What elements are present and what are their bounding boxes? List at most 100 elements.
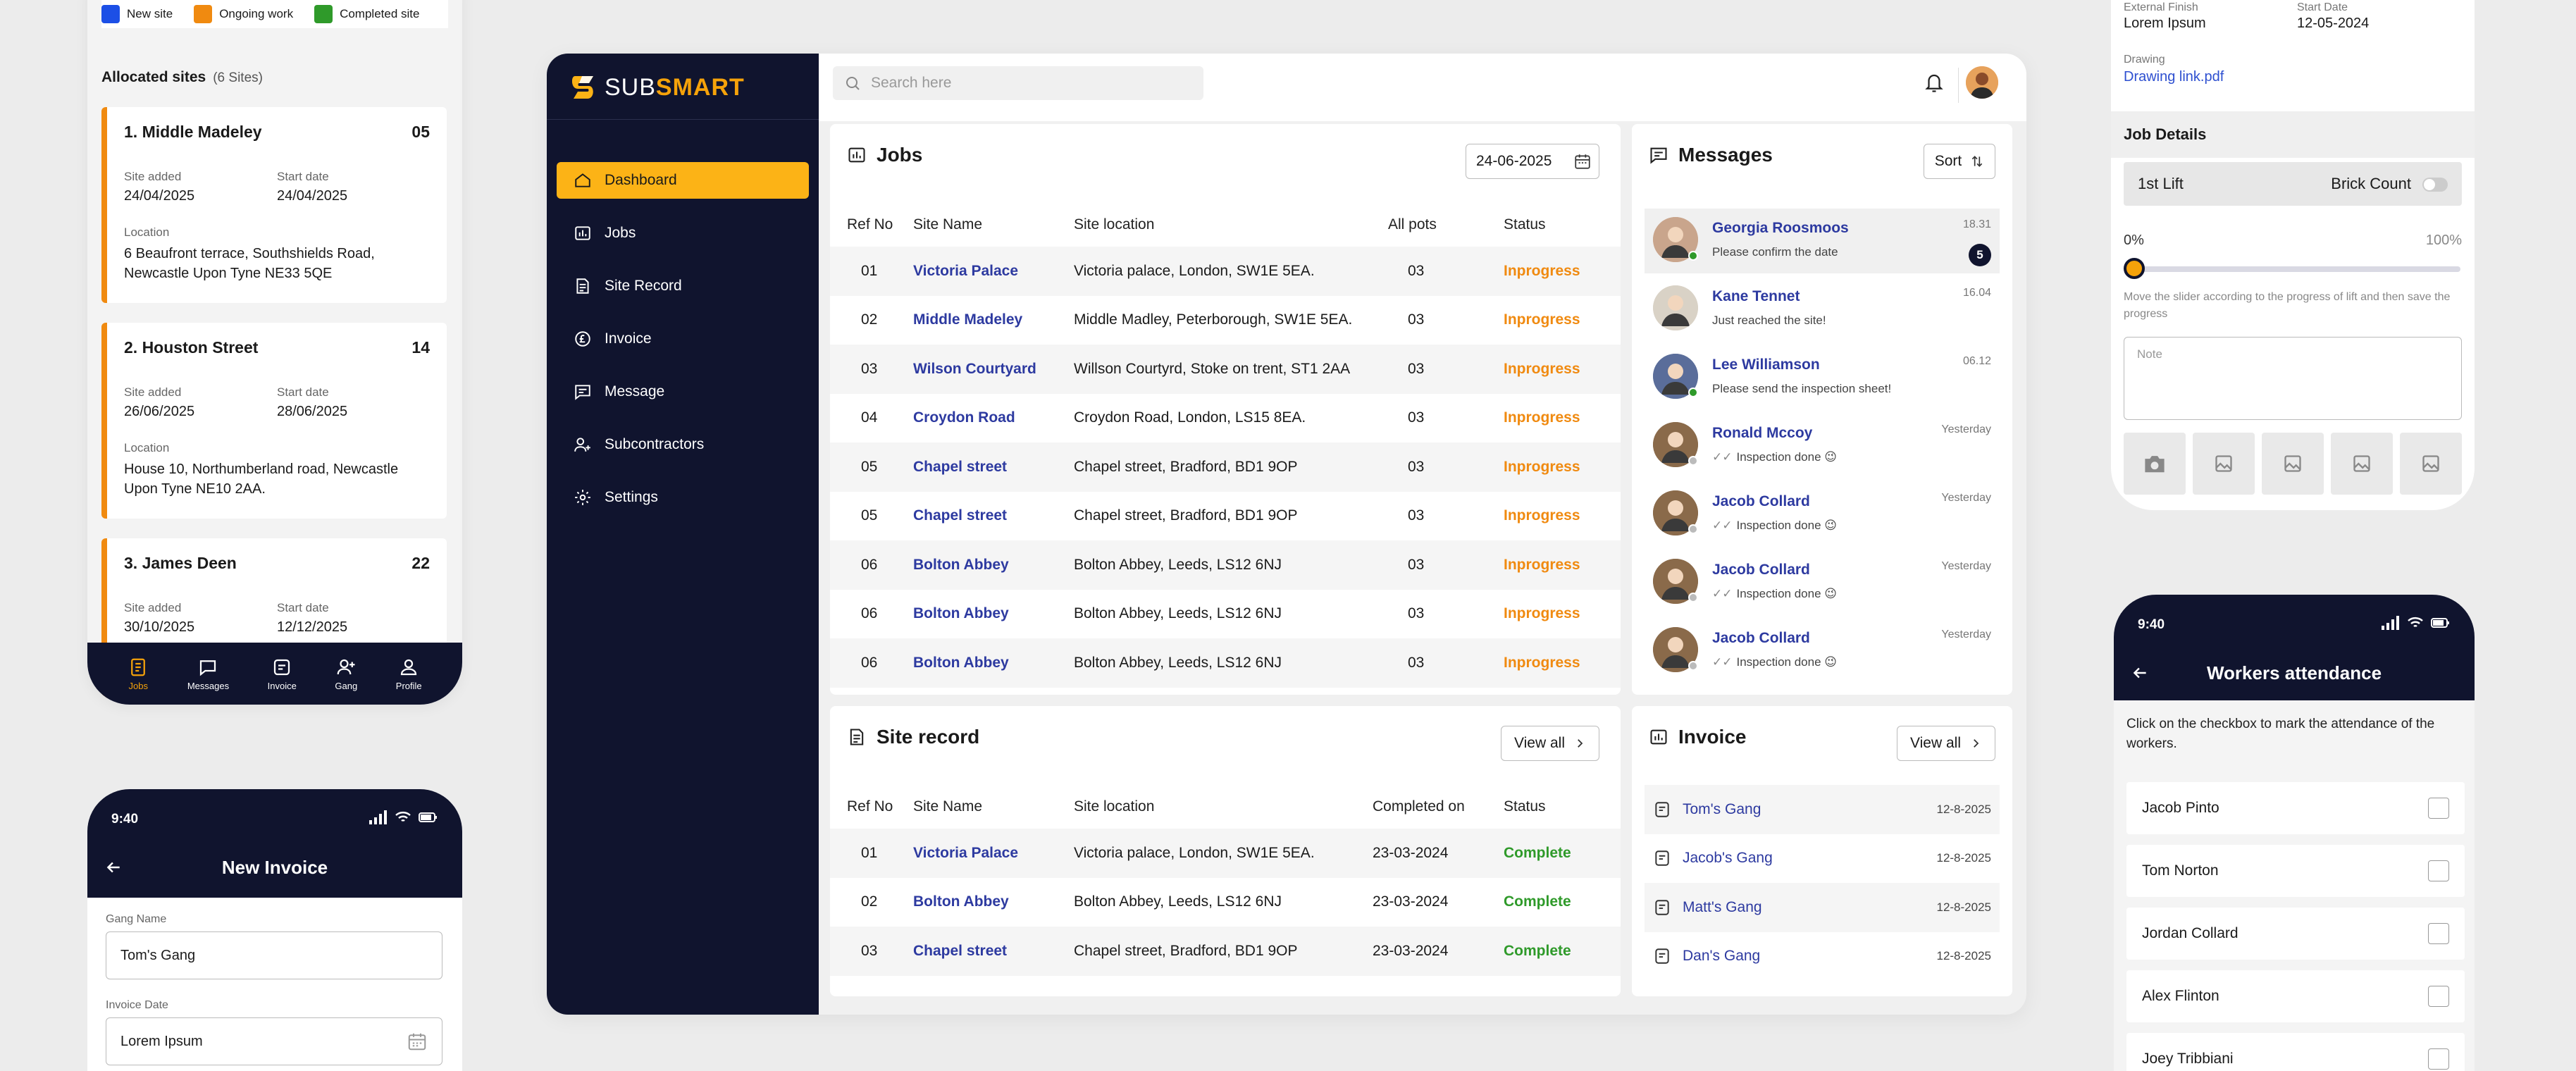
- table-row[interactable]: 02 Bolton Abbey Bolton Abbey, Leeds, LS12 …: [830, 878, 1621, 927]
- drawing-link[interactable]: Drawing link.pdf: [2124, 69, 2224, 85]
- back-button[interactable]: [2131, 664, 2149, 686]
- table-row[interactable]: 01 Victoria Palace Victoria palace, London…: [830, 247, 1621, 296]
- sidebar-item-invoice[interactable]: Invoice: [557, 321, 809, 357]
- attendance-checkbox[interactable]: [2428, 986, 2449, 1007]
- calendar-icon: [1575, 154, 1590, 169]
- attendance-checkbox[interactable]: [2428, 798, 2449, 819]
- site-name-cell[interactable]: Wilson Courtyard: [913, 345, 1074, 394]
- attendance-checkbox[interactable]: [2428, 1048, 2449, 1070]
- note-textarea[interactable]: Note: [2124, 337, 2462, 420]
- user-avatar-icon: [1653, 217, 1698, 262]
- sidebar-item-dashboard[interactable]: Dashboard: [557, 162, 809, 199]
- message-icon: [1650, 147, 1667, 164]
- message-item[interactable]: Jacob Collard ✓✓ Inspection done 😉 Yesterda…: [1645, 482, 2000, 547]
- invoice-item[interactable]: Matt's Gang 12-8-2025: [1645, 883, 2000, 932]
- tab-messages[interactable]: Messages: [187, 657, 229, 691]
- site-location-cell: Chapel street, Bradford, BD1 9OP: [1074, 927, 1373, 976]
- calendar-icon[interactable]: [407, 1031, 428, 1052]
- photo-slot[interactable]: [2193, 433, 2255, 495]
- attendance-checkbox[interactable]: [2428, 923, 2449, 944]
- message-text: Please send the inspection sheet!: [1712, 382, 1892, 395]
- camera-button[interactable]: [2124, 433, 2186, 495]
- message-item[interactable]: Lee Williamson Please send the inspection…: [1645, 345, 2000, 410]
- site-added-label: Site added: [124, 601, 182, 614]
- table-row[interactable]: 03 Wilson Courtyard Willson Courtyrd, Stok…: [830, 345, 1621, 394]
- ref-no-cell: 01: [830, 247, 913, 296]
- table-row[interactable]: 02 Middle Madeley Middle Madley, Peterboro…: [830, 296, 1621, 345]
- date-picker[interactable]: 24-06-2025: [1466, 144, 1599, 179]
- top-bar: Search here: [819, 54, 2026, 121]
- gang-name-label: Gang Name: [106, 913, 167, 925]
- status-time: 9:40: [2138, 617, 2165, 632]
- gang-name-input[interactable]: Tom's Gang: [106, 931, 442, 979]
- site-name-cell[interactable]: Chapel street: [913, 442, 1074, 492]
- message-item[interactable]: Kane Tennet Just reached the site! 16.04: [1645, 277, 2000, 342]
- tab-profile[interactable]: Profile: [396, 657, 422, 691]
- table-row[interactable]: 06 Bolton Abbey Bolton Abbey, Leeds, LS12 …: [830, 590, 1621, 639]
- tab-jobs[interactable]: Jobs: [128, 657, 149, 691]
- site-name-cell[interactable]: Victoria Palace: [913, 247, 1074, 296]
- worker-row[interactable]: Jacob Pinto: [2126, 782, 2465, 834]
- site-name-cell[interactable]: Croydon Road: [913, 409, 1015, 426]
- table-row[interactable]: 05 Chapel street Chapel street, Bradford, …: [830, 442, 1621, 492]
- worker-row[interactable]: Jordan Collard: [2126, 908, 2465, 960]
- site-name-cell[interactable]: Middle Madeley: [913, 311, 1023, 328]
- tab-gang[interactable]: Gang: [335, 657, 357, 691]
- invoice-item[interactable]: Dan's Gang 12-8-2025: [1645, 931, 2000, 981]
- ref-no-cell: 03: [830, 345, 913, 394]
- progress-slider-handle[interactable]: [2124, 258, 2145, 279]
- sidebar-item-jobs[interactable]: Jobs: [557, 215, 809, 252]
- message-item[interactable]: Ronald Mccoy ✓✓ Inspection done 😉 Yesterday: [1645, 414, 2000, 478]
- user-icon: [401, 659, 417, 675]
- invoice-gang-name: Jacob's Gang: [1683, 850, 1773, 867]
- invoice-item[interactable]: Jacob's Gang 12-8-2025: [1645, 834, 2000, 883]
- photo-slot[interactable]: [2262, 433, 2324, 495]
- site-record-heading: Site record: [847, 726, 979, 748]
- table-row[interactable]: 05 Chapel street Chapel street, Bradford, …: [830, 492, 1621, 541]
- table-row[interactable]: 01 Victoria Palace Victoria palace, London…: [830, 829, 1621, 878]
- site-record-view-all-button[interactable]: View all: [1501, 726, 1599, 761]
- sidebar-item-label: Dashboard: [605, 172, 677, 188]
- site-card[interactable]: 2. Houston Street 14 Site added 26/06/2025…: [101, 323, 447, 519]
- photo-slot[interactable]: [2400, 433, 2462, 495]
- sidebar-item-settings[interactable]: Settings: [557, 479, 809, 516]
- site-name-cell[interactable]: Bolton Abbey: [913, 893, 1009, 910]
- column-header: Site Name: [913, 785, 1074, 829]
- attendance-checkbox[interactable]: [2428, 860, 2449, 881]
- message-preview: Just reached the site!: [1712, 314, 1991, 328]
- site-name-cell[interactable]: Bolton Abbey: [913, 605, 1009, 622]
- progress-slider-track[interactable]: [2132, 266, 2460, 272]
- search-input[interactable]: Search here: [833, 66, 1203, 100]
- table-row[interactable]: 06 Bolton Abbey Bolton Abbey, Leeds, LS12 …: [830, 540, 1621, 590]
- sidebar-item-site-record[interactable]: Site Record: [557, 268, 809, 304]
- worker-row[interactable]: Tom Norton: [2126, 845, 2465, 897]
- back-button[interactable]: [104, 858, 123, 880]
- site-name-cell[interactable]: Bolton Abbey: [913, 638, 1074, 688]
- table-row[interactable]: 03 Chapel street Chapel street, Bradford, …: [830, 927, 1621, 976]
- site-card[interactable]: 1. Middle Madeley 05 Site added 24/04/2025…: [101, 107, 447, 303]
- site-name-cell[interactable]: Chapel street: [913, 927, 1074, 976]
- notification-button[interactable]: [1924, 70, 1945, 98]
- all-pots-cell: 03: [1388, 247, 1504, 296]
- table-row[interactable]: 04 Croydon Road Croydon Road, London, LS15…: [830, 394, 1621, 443]
- site-name-cell[interactable]: Bolton Abbey: [913, 540, 1074, 590]
- photo-slot[interactable]: [2331, 433, 2393, 495]
- message-item[interactable]: Georgia Roosmoos Please confirm the date 1…: [1645, 209, 2000, 273]
- site-name-cell[interactable]: Victoria Palace: [913, 829, 1074, 878]
- worker-row[interactable]: Joey Tribbiani: [2126, 1033, 2465, 1071]
- invoice-date-input[interactable]: Lorem Ipsum: [106, 1017, 442, 1065]
- tab-invoice[interactable]: Invoice: [268, 657, 297, 691]
- table-row[interactable]: 06 Bolton Abbey Bolton Abbey, Leeds, LS12 …: [830, 638, 1621, 688]
- sidebar-item-subcontractors[interactable]: Subcontractors: [557, 426, 809, 463]
- site-name-cell[interactable]: Chapel street: [913, 507, 1008, 524]
- worker-row[interactable]: Alex Flinton: [2126, 970, 2465, 1022]
- message-item[interactable]: Jacob Collard ✓✓ Inspection done 😉 Yesterda…: [1645, 550, 2000, 615]
- message-item[interactable]: Jacob Collard ✓✓ Inspection done 😉 Yesterda…: [1645, 619, 2000, 683]
- invoice-item[interactable]: Tom's Gang 12-8-2025: [1645, 785, 2000, 834]
- sidebar-item-message[interactable]: Message: [557, 373, 809, 410]
- invoice-view-all-button[interactable]: View all: [1897, 726, 1995, 761]
- invoice-title: Invoice: [1678, 726, 1747, 748]
- sort-button[interactable]: Sort: [1924, 144, 1995, 179]
- brick-count-toggle[interactable]: [2422, 178, 2448, 192]
- avatar[interactable]: [1966, 66, 1998, 99]
